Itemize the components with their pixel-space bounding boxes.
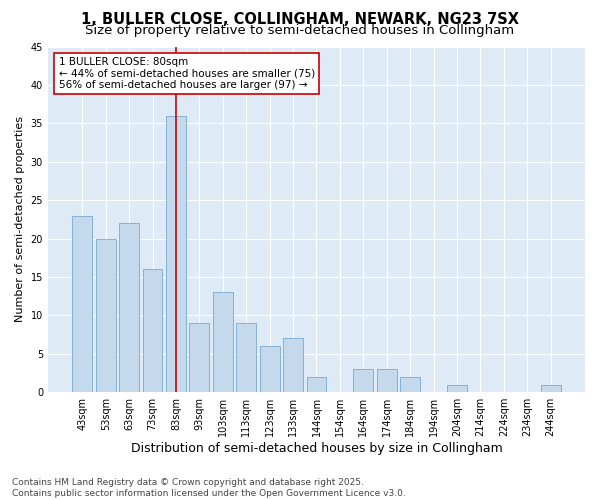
Bar bbox=[260, 346, 280, 392]
Bar bbox=[377, 369, 397, 392]
Text: 1 BULLER CLOSE: 80sqm
← 44% of semi-detached houses are smaller (75)
56% of semi: 1 BULLER CLOSE: 80sqm ← 44% of semi-deta… bbox=[59, 57, 315, 90]
Y-axis label: Number of semi-detached properties: Number of semi-detached properties bbox=[15, 116, 25, 322]
Bar bbox=[353, 369, 373, 392]
Bar bbox=[236, 323, 256, 392]
Text: 1, BULLER CLOSE, COLLINGHAM, NEWARK, NG23 7SX: 1, BULLER CLOSE, COLLINGHAM, NEWARK, NG2… bbox=[81, 12, 519, 28]
Bar bbox=[541, 384, 560, 392]
Text: Size of property relative to semi-detached houses in Collingham: Size of property relative to semi-detach… bbox=[85, 24, 515, 37]
Bar bbox=[119, 223, 139, 392]
Bar bbox=[190, 323, 209, 392]
Bar bbox=[166, 116, 186, 392]
Bar bbox=[96, 238, 116, 392]
Bar bbox=[143, 270, 163, 392]
Bar bbox=[447, 384, 467, 392]
Text: Contains HM Land Registry data © Crown copyright and database right 2025.
Contai: Contains HM Land Registry data © Crown c… bbox=[12, 478, 406, 498]
Bar bbox=[73, 216, 92, 392]
X-axis label: Distribution of semi-detached houses by size in Collingham: Distribution of semi-detached houses by … bbox=[131, 442, 502, 455]
Bar bbox=[283, 338, 303, 392]
Bar bbox=[307, 377, 326, 392]
Bar bbox=[400, 377, 420, 392]
Bar bbox=[213, 292, 233, 392]
